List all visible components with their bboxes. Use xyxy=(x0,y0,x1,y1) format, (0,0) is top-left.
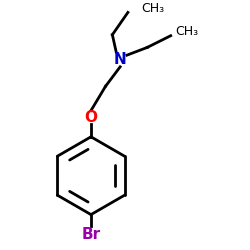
Text: O: O xyxy=(84,110,98,125)
Text: CH₃: CH₃ xyxy=(176,25,199,38)
Text: N: N xyxy=(114,52,126,66)
Text: CH₃: CH₃ xyxy=(142,2,165,15)
Text: Br: Br xyxy=(82,226,100,242)
